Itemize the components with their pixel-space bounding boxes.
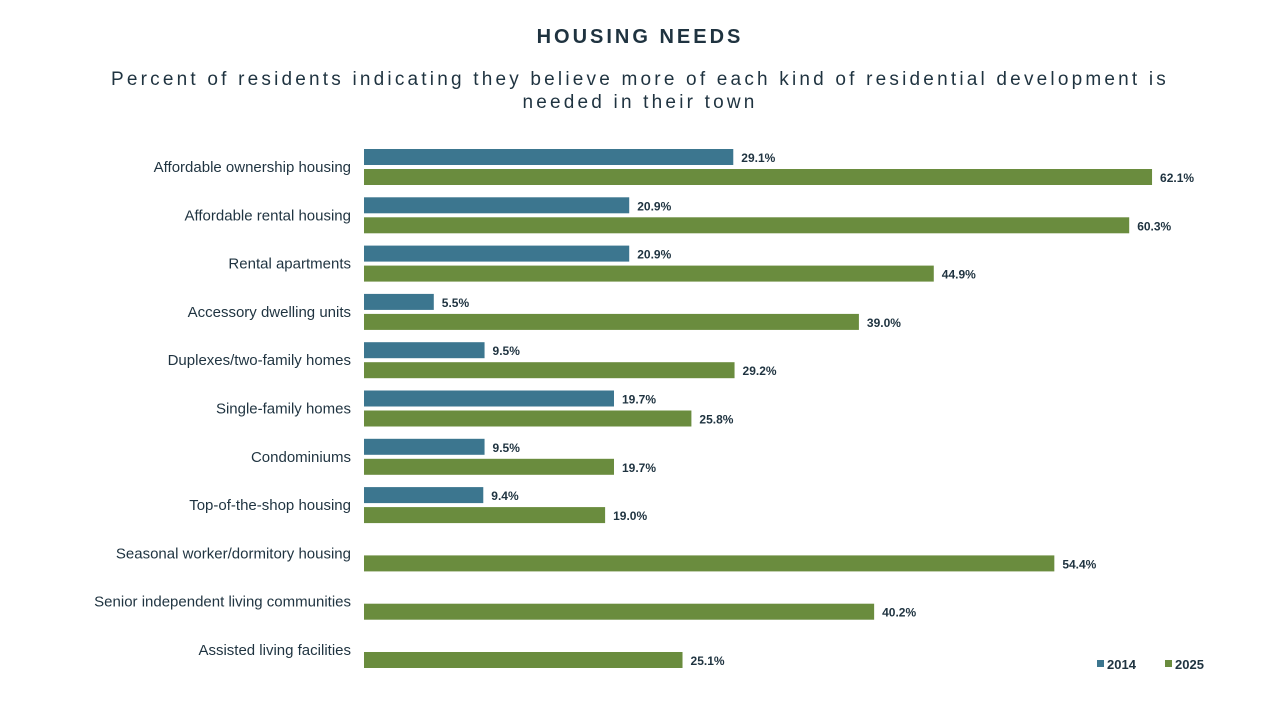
data-label-2014: 9.5% [493,344,521,358]
chart-subtitle: Percent of residents indicating they bel… [111,69,1169,113]
legend-swatch-2014 [1097,660,1104,667]
bar-2014 [364,390,614,407]
category-label: Rental apartments [228,256,351,273]
data-label-2014: 20.9% [637,199,671,213]
data-label-2014: 9.5% [493,441,521,455]
category-label: Top-of-the-shop housing [189,497,351,514]
data-label-2014: 9.4% [491,489,519,503]
bar-2014 [364,149,734,165]
data-label-2014: 29.1% [741,151,775,165]
data-label-2014: 19.7% [622,393,656,407]
legend-swatch-2025 [1165,660,1172,667]
bar-2025 [364,507,606,524]
bar-2025 [364,458,614,475]
data-label-2025: 60.3% [1137,219,1171,233]
category-label: Affordable rental housing [184,207,351,224]
category-label: Condominiums [251,449,351,466]
data-label-2025: 19.7% [622,461,656,475]
data-label-2025: 19.0% [613,509,647,523]
category-label: Seasonal worker/dormitory housing [116,545,351,562]
chart-title: HOUSING NEEDS [536,26,744,48]
bar-2014 [364,293,434,310]
data-label-2014: 5.5% [442,296,470,310]
data-label-2014: 20.9% [637,248,671,262]
data-label-2025: 25.8% [699,413,733,427]
bar-2014 [364,342,485,359]
legend-label-2014: 2014 [1107,657,1137,672]
bar-2014 [364,245,630,262]
bar-2025 [364,603,875,620]
bar-2025 [364,217,1130,234]
category-label: Assisted living facilities [198,642,351,659]
bar-2025 [364,313,859,330]
data-label-2025: 29.2% [743,364,777,378]
data-label-2025: 25.1% [691,654,725,668]
category-label: Affordable ownership housing [154,159,351,176]
category-label: Single-family homes [216,401,351,418]
bar-2014 [364,197,630,214]
bar-2014 [364,487,484,504]
data-label-2025: 40.2% [882,606,916,620]
data-label-2025: 39.0% [867,316,901,330]
data-label-2025: 62.1% [1160,171,1194,185]
data-label-2025: 44.9% [942,268,976,282]
category-label: Duplexes/two-family homes [168,352,351,369]
data-label-2025: 54.4% [1062,557,1096,571]
bar-2025 [364,410,692,427]
bar-2025 [364,652,683,668]
bar-2025 [364,169,1153,185]
category-label: Accessory dwelling units [188,304,351,321]
bar-2014 [364,438,485,455]
category-label: Senior independent living communities [94,594,351,611]
legend-label-2025: 2025 [1175,657,1204,672]
bar-2025 [364,555,1055,572]
bar-2025 [364,265,934,282]
bar-2025 [364,362,735,379]
